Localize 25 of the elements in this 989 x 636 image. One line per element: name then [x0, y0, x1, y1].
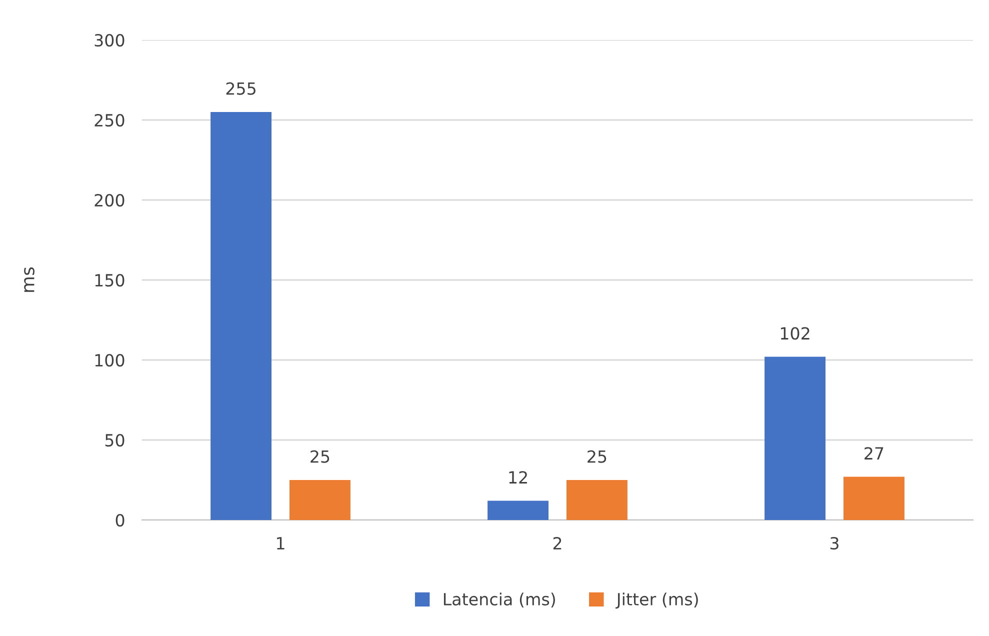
data-label: 255 — [226, 82, 256, 95]
bar — [488, 500, 548, 520]
data-label: 25 — [310, 450, 330, 463]
bar — [844, 476, 904, 520]
bar — [210, 112, 272, 520]
y-tick-label: 300 — [94, 34, 124, 47]
data-label: 12 — [509, 471, 527, 484]
x-tick-label: 1 — [277, 537, 284, 550]
x-tick-label: 2 — [553, 536, 562, 550]
legend-label: Jitter (ms) — [616, 592, 698, 609]
y-axis-title: ms — [24, 267, 34, 292]
legend-label: Latencia (ms) — [444, 592, 555, 608]
bar — [566, 480, 628, 520]
bar — [290, 480, 350, 520]
data-label: 25 — [588, 450, 606, 463]
y-tick-label: 250 — [94, 114, 124, 127]
bar — [764, 356, 826, 520]
data-label: 27 — [864, 447, 884, 460]
y-tick-label: 150 — [95, 274, 124, 287]
y-tick-label: 0 — [116, 514, 124, 527]
y-tick-label: 50 — [105, 434, 124, 447]
data-label: 102 — [780, 327, 810, 340]
y-tick-label: 200 — [94, 194, 124, 207]
y-tick-label: 100 — [95, 354, 124, 367]
x-tick-label: 3 — [830, 536, 838, 550]
